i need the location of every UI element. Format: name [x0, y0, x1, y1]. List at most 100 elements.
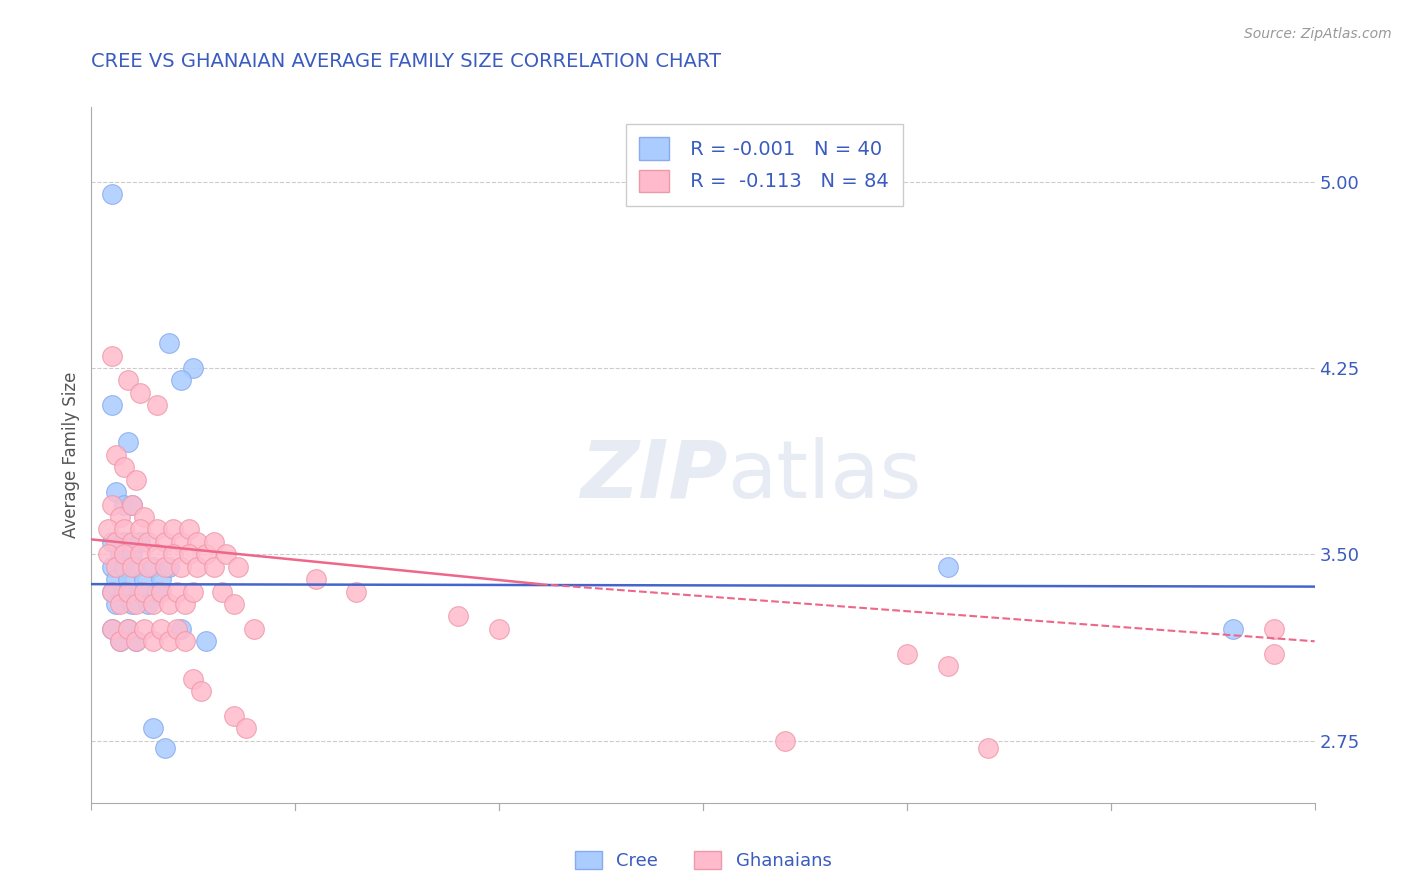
- Point: [226, 559, 249, 574]
- Point: [215, 547, 238, 561]
- Point: [157, 634, 180, 648]
- Point: [145, 547, 167, 561]
- Point: [101, 187, 124, 202]
- Point: [194, 547, 217, 561]
- Point: [104, 572, 127, 586]
- Point: [112, 460, 135, 475]
- Point: [117, 435, 139, 450]
- Point: [138, 597, 160, 611]
- Point: [134, 572, 156, 586]
- Point: [190, 684, 212, 698]
- Point: [101, 584, 124, 599]
- Point: [117, 373, 139, 387]
- Text: ZIP: ZIP: [581, 437, 727, 515]
- Point: [125, 473, 148, 487]
- Point: [222, 708, 246, 723]
- Point: [183, 361, 205, 376]
- Point: [104, 534, 127, 549]
- Point: [117, 622, 139, 636]
- Point: [121, 534, 143, 549]
- Point: [162, 523, 184, 537]
- Point: [170, 559, 193, 574]
- Point: [117, 572, 139, 586]
- Point: [108, 597, 131, 611]
- Point: [153, 559, 176, 574]
- Point: [101, 498, 124, 512]
- Point: [304, 572, 326, 586]
- Point: [104, 559, 127, 574]
- Point: [773, 733, 796, 747]
- Point: [447, 609, 470, 624]
- Point: [174, 634, 197, 648]
- Point: [138, 559, 160, 574]
- Point: [101, 534, 124, 549]
- Point: [112, 559, 135, 574]
- Point: [125, 597, 148, 611]
- Point: [117, 584, 139, 599]
- Point: [97, 523, 120, 537]
- Point: [129, 547, 152, 561]
- Y-axis label: Average Family Size: Average Family Size: [62, 372, 80, 538]
- Point: [1263, 647, 1285, 661]
- Point: [346, 584, 368, 599]
- Point: [179, 547, 201, 561]
- Point: [125, 634, 148, 648]
- Point: [101, 622, 124, 636]
- Text: CREE VS GHANAIAN AVERAGE FAMILY SIZE CORRELATION CHART: CREE VS GHANAIAN AVERAGE FAMILY SIZE COR…: [91, 53, 721, 71]
- Point: [104, 485, 127, 500]
- Point: [194, 634, 217, 648]
- Point: [129, 584, 152, 599]
- Point: [488, 622, 510, 636]
- Point: [153, 741, 176, 756]
- Point: [134, 510, 156, 524]
- Point: [108, 634, 131, 648]
- Point: [222, 597, 246, 611]
- Point: [112, 534, 135, 549]
- Point: [149, 572, 172, 586]
- Point: [112, 498, 135, 512]
- Point: [145, 523, 167, 537]
- Point: [141, 634, 163, 648]
- Point: [186, 534, 208, 549]
- Point: [162, 547, 184, 561]
- Point: [134, 584, 156, 599]
- Point: [101, 349, 124, 363]
- Text: Source: ZipAtlas.com: Source: ZipAtlas.com: [1244, 27, 1392, 41]
- Point: [170, 373, 193, 387]
- Point: [141, 597, 163, 611]
- Point: [104, 597, 127, 611]
- Point: [101, 584, 124, 599]
- Point: [112, 584, 135, 599]
- Point: [149, 584, 172, 599]
- Point: [101, 559, 124, 574]
- Point: [157, 597, 180, 611]
- Point: [157, 336, 180, 351]
- Point: [211, 584, 233, 599]
- Point: [108, 510, 131, 524]
- Point: [243, 622, 266, 636]
- Point: [125, 634, 148, 648]
- Point: [121, 498, 143, 512]
- Point: [134, 622, 156, 636]
- Point: [157, 559, 180, 574]
- Point: [141, 721, 163, 735]
- Point: [121, 547, 143, 561]
- Point: [145, 398, 167, 412]
- Point: [112, 523, 135, 537]
- Point: [149, 622, 172, 636]
- Point: [1263, 622, 1285, 636]
- Point: [179, 523, 201, 537]
- Point: [166, 622, 188, 636]
- Point: [121, 597, 143, 611]
- Point: [202, 559, 225, 574]
- Point: [108, 634, 131, 648]
- Point: [166, 584, 188, 599]
- Point: [112, 547, 135, 561]
- Point: [170, 622, 193, 636]
- Point: [125, 559, 148, 574]
- Point: [129, 385, 152, 400]
- Point: [138, 534, 160, 549]
- Legend:  R = -0.001   N = 40,  R =  -0.113   N = 84: R = -0.001 N = 40, R = -0.113 N = 84: [626, 124, 903, 205]
- Point: [977, 741, 1000, 756]
- Point: [936, 659, 959, 673]
